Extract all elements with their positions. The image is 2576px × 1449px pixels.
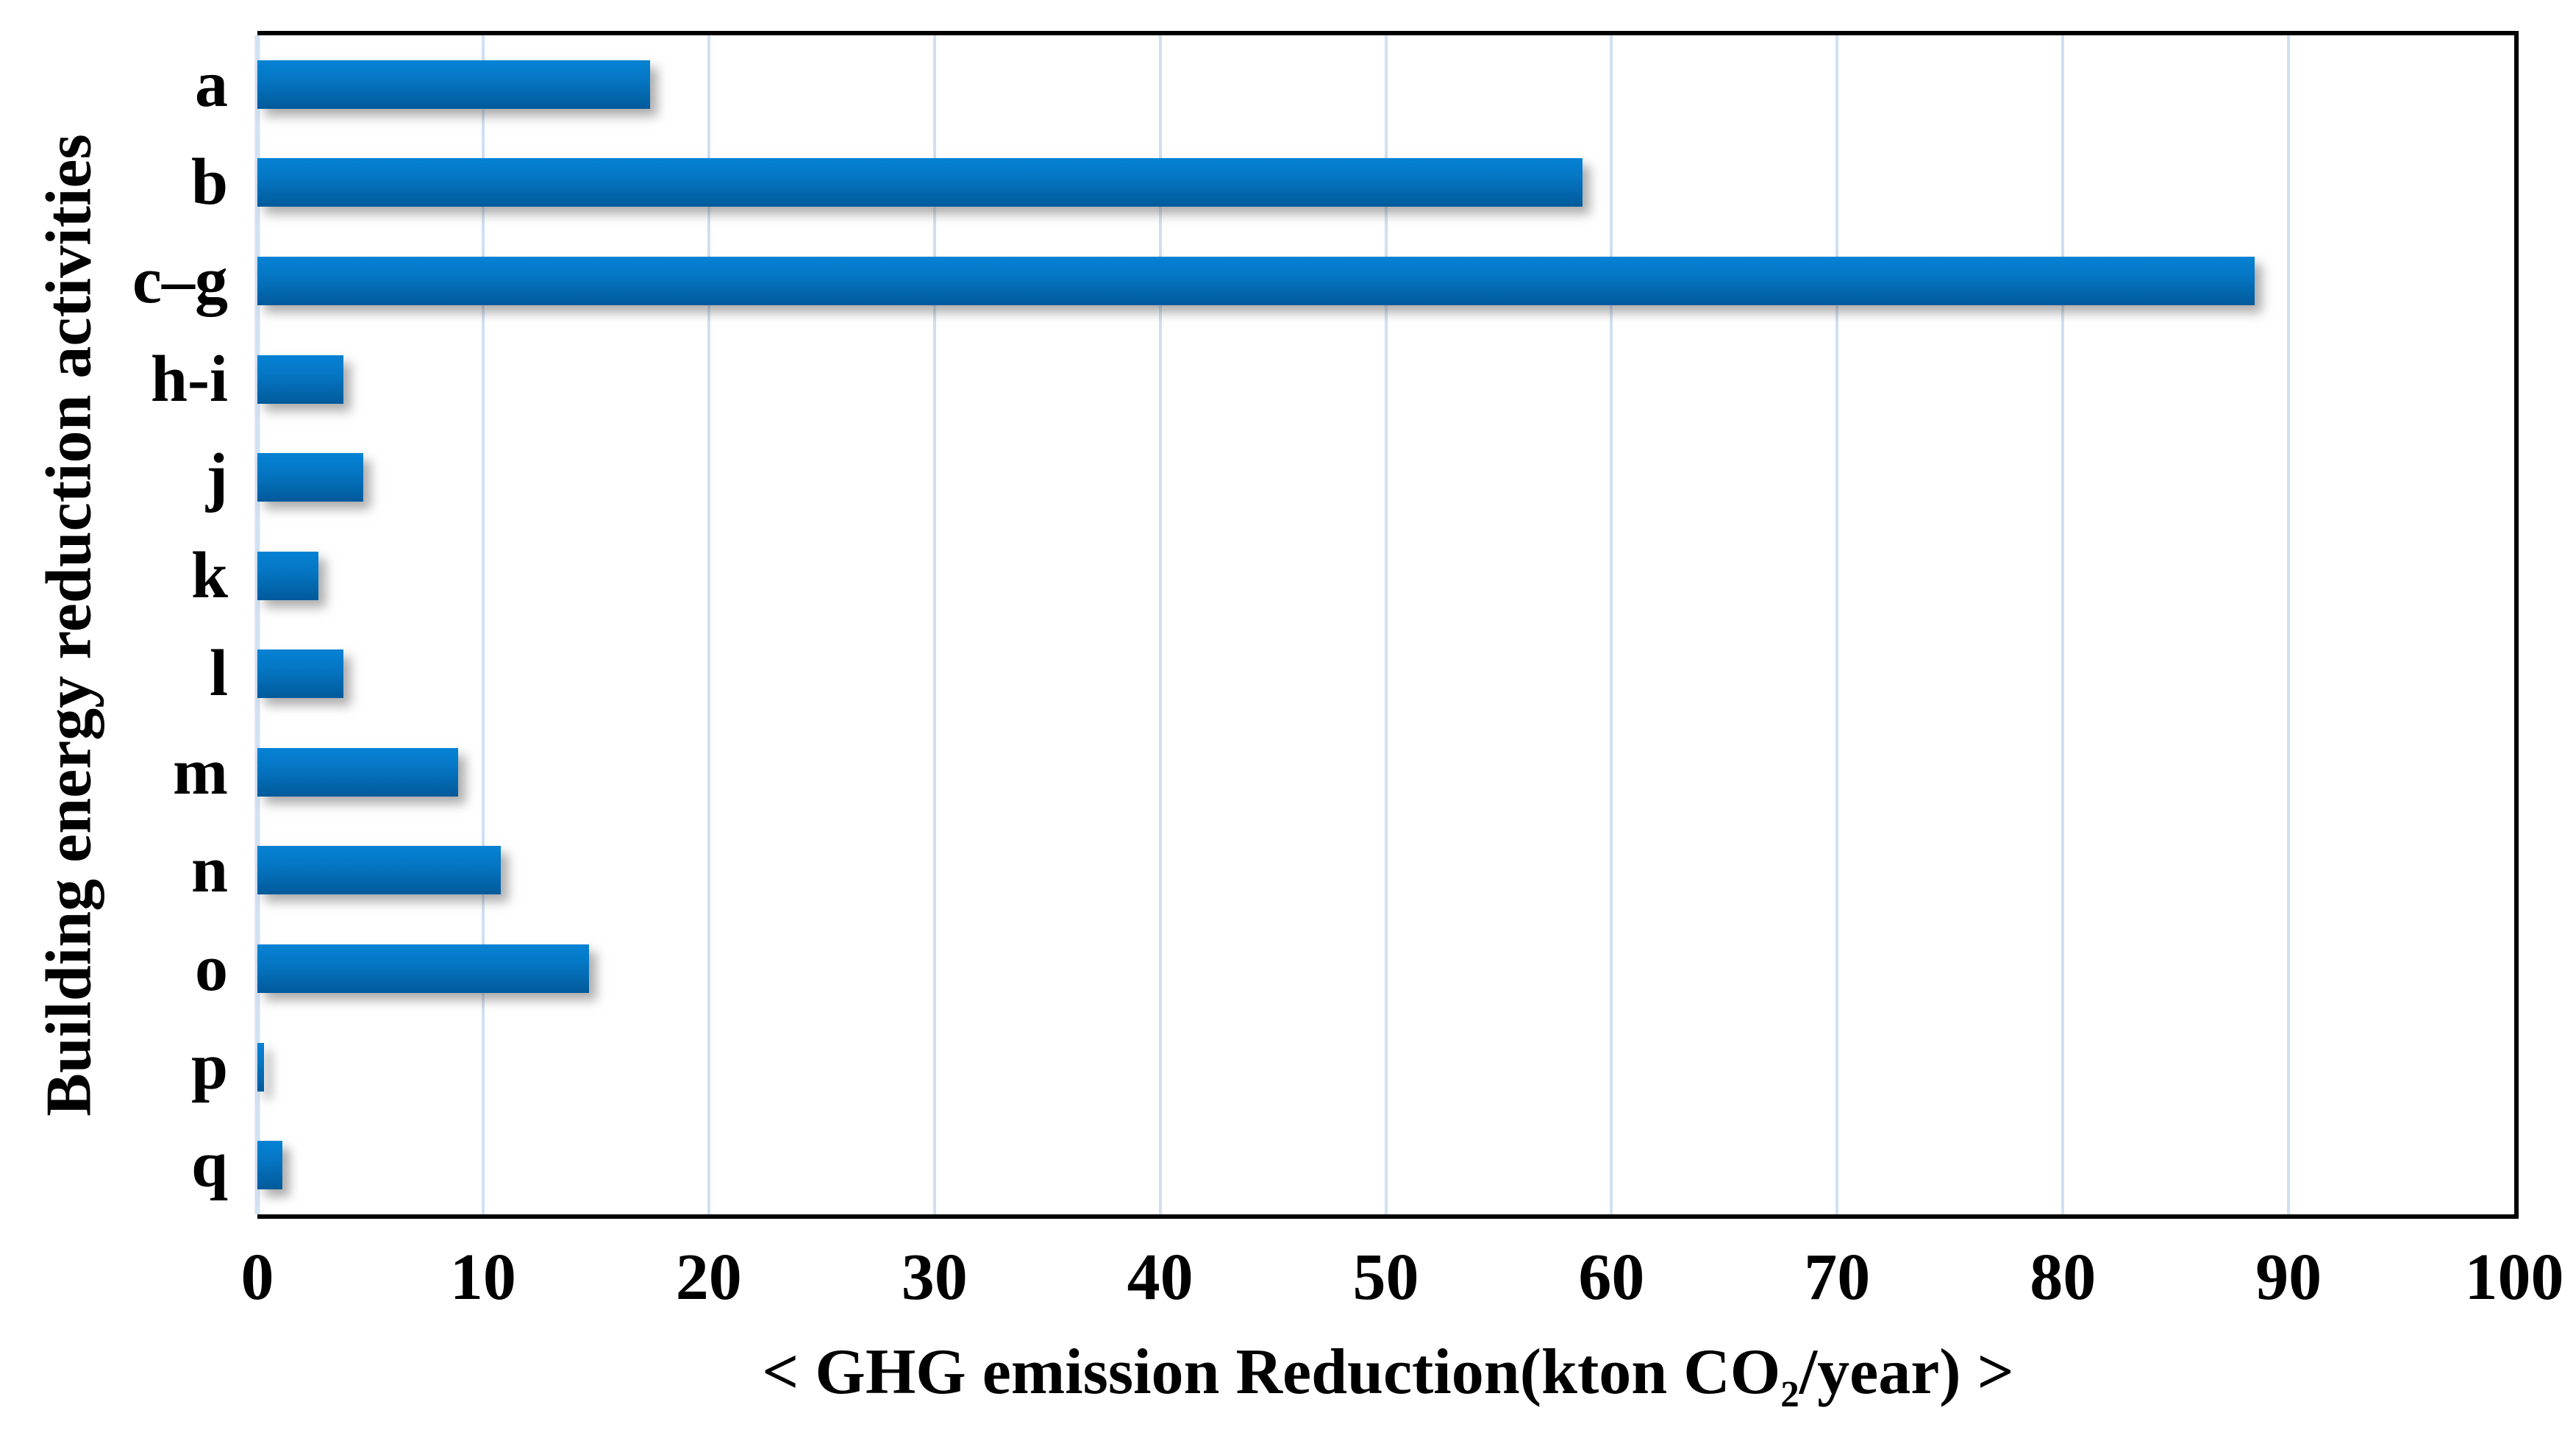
bar-p [257,1042,265,1092]
x-tick-label-30: 30 [901,1241,968,1314]
gridline [1835,35,1839,1214]
x-tick-label-10: 10 [449,1241,516,1314]
x-axis-title: < GHG emission Reduction(kton CO2/year) … [257,1340,2519,1414]
category-label-l: l [209,637,228,711]
x-axis-title-text: < GHG emission Reduction(kton CO [762,1336,1781,1408]
category-label-h-i: h-i [150,342,228,416]
category-label-n: n [190,833,228,907]
gridline [2061,35,2065,1214]
gridline [254,35,260,1214]
category-label-m: m [173,735,228,808]
x-tick-label-80: 80 [2030,1241,2097,1314]
gridline [707,35,710,1214]
gridline [932,35,936,1214]
category-label-j: j [206,441,228,514]
x-tick-label-70: 70 [1804,1241,1871,1314]
bar-q [257,1141,282,1190]
x-axis-title-text-end: /year) > [1799,1336,2014,1408]
x-tick-label-20: 20 [675,1241,742,1314]
bar-c–g [257,256,2255,305]
x-tick-label-0: 0 [240,1241,274,1314]
x-tick-label-100: 100 [2464,1241,2564,1314]
gridline [1610,35,1613,1214]
category-label-k: k [190,538,228,612]
category-label-a: a [195,47,228,121]
bar-l [257,649,343,699]
gridline [1384,35,1388,1214]
category-label-p: p [190,1030,228,1103]
gridline [481,35,485,1214]
bar-k [257,551,318,600]
bar-n [257,846,502,895]
x-axis-title-subscript: 2 [1780,1374,1799,1416]
x-tick-label-60: 60 [1578,1241,1645,1314]
x-axis-tick-labels: 0 10 20 30 40 50 60 70 80 90 100 [241,1241,2564,1325]
x-tick-label-90: 90 [2255,1241,2322,1314]
x-tick-label-40: 40 [1127,1241,1194,1314]
category-label-b: b [190,146,228,219]
plot-area [254,31,2519,1219]
bar-j [257,453,364,502]
gridline [1158,35,1162,1214]
category-label-q: q [190,1128,228,1202]
x-tick-label-50: 50 [1352,1241,1419,1314]
gridline [2287,35,2291,1214]
bar-b [257,158,1583,207]
category-label-c–g: c–g [132,243,228,317]
bar-a [257,60,650,109]
bar-h-i [257,355,343,404]
category-axis-labels: a b c–g h-i j k l m n o p q [0,35,234,1214]
category-label-o: o [195,932,228,1005]
bar-o [257,944,590,994]
bar-m [257,747,459,797]
